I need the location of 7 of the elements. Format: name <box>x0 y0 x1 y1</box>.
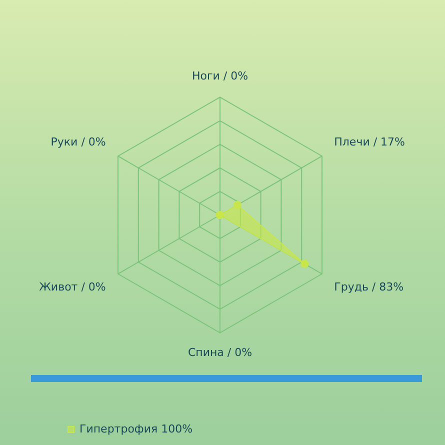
spoke-label: Руки / 0% <box>50 135 106 148</box>
spoke-label: Ноги / 0% <box>192 69 248 82</box>
spoke-label: Спина / 0% <box>188 346 252 360</box>
legend-label: Гипертрофия 100% <box>80 422 193 436</box>
spoke-label: Плечи / 17% <box>334 135 406 148</box>
spoke-label: Грудь / 83% <box>334 280 404 294</box>
spoke-label: Живот / 0% <box>39 280 106 294</box>
